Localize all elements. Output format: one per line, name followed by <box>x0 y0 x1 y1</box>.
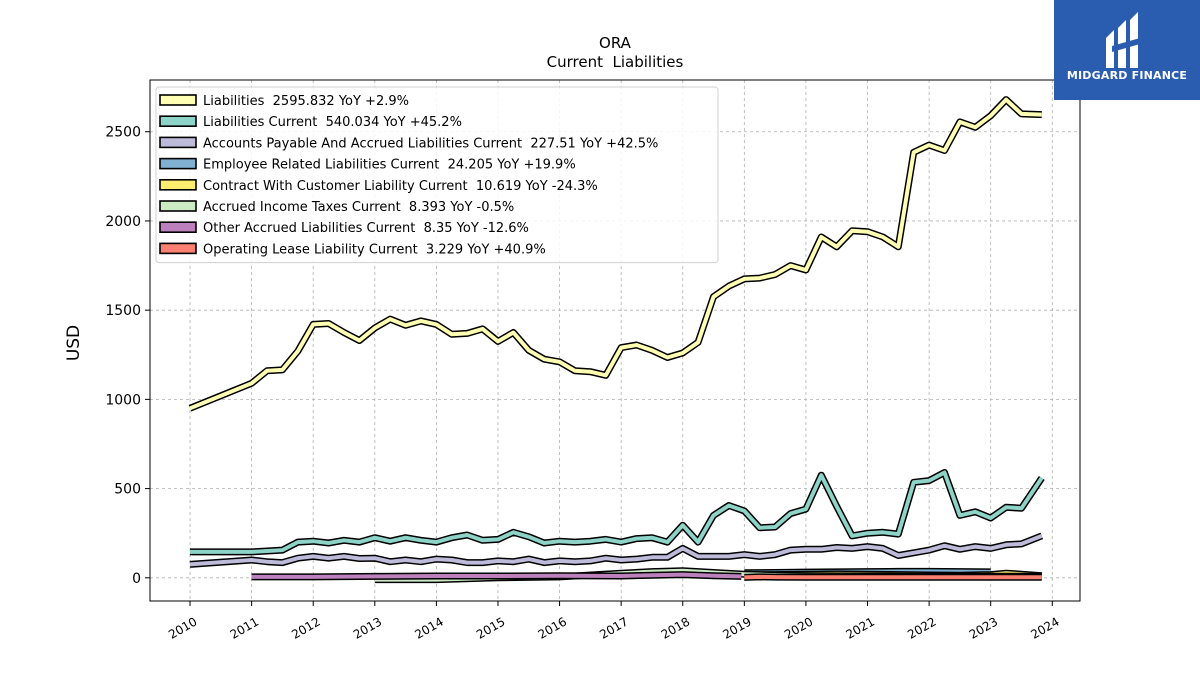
legend-swatch <box>159 221 197 233</box>
logo-text: MIDGARD FINANCE <box>1066 69 1188 82</box>
x-tick-label: 2012 <box>289 614 322 641</box>
x-tick-label: 2010 <box>166 614 199 641</box>
legend-swatch <box>159 242 197 255</box>
legend-entry: Accrued Income Taxes Current 8.393 YoY -… <box>203 200 514 215</box>
x-tick-label: 2015 <box>474 614 507 641</box>
y-axis: 0 500 1000 1500 2000 2500 <box>105 125 150 587</box>
y-tick-label: 500 <box>114 482 141 498</box>
x-tick-label: 2016 <box>536 614 569 641</box>
series-line <box>190 470 1044 554</box>
legend-swatch <box>159 157 197 170</box>
plot-frame <box>149 79 1081 602</box>
x-tick-label: 2018 <box>659 614 692 641</box>
x-tick-label: 2023 <box>967 614 1000 641</box>
legend-box <box>155 86 719 264</box>
series-line <box>744 574 1042 580</box>
x-tick-label: 2017 <box>597 614 630 641</box>
legend-entry: Contract With Customer Liability Current… <box>203 179 598 194</box>
x-tick-label: 2014 <box>412 614 445 641</box>
y-tick-label: 0 <box>132 571 141 587</box>
legend-entry: Liabilities 2595.832 YoY +2.9% <box>203 94 409 109</box>
y-axis-label: USD <box>64 325 84 361</box>
series-line <box>189 534 1043 567</box>
legend-entry: Other Accrued Liabilities Current 8.35 Y… <box>203 221 529 236</box>
x-tick-label: 2021 <box>844 614 877 641</box>
legend-entry: Liabilities Current 540.034 YoY +45.2% <box>203 115 462 130</box>
legend-swatch <box>159 179 197 191</box>
midgard-finance-logo: MIDGARD FINANCE <box>1054 0 1200 100</box>
chart-title: ORA <box>599 34 632 52</box>
series-line <box>251 572 742 579</box>
x-tick-label: 2019 <box>720 614 753 641</box>
y-tick-label: 2500 <box>105 125 141 141</box>
logo-mark-icon <box>1106 12 1140 68</box>
legend-entry: Accounts Payable And Accrued Liabilities… <box>203 136 658 151</box>
y-tick-label: 1500 <box>105 303 141 319</box>
series-line <box>189 97 1042 411</box>
legend: Liabilities 2595.832 YoY +2.9% Liabilitie… <box>155 86 719 264</box>
legend-swatch <box>159 115 197 127</box>
chart-subtitle: Current Liabilities <box>547 53 684 71</box>
x-tick-label: 2022 <box>905 614 938 641</box>
legend-entry: Operating Lease Liability Current 3.229 … <box>203 242 546 257</box>
y-tick-label: 1000 <box>105 392 141 408</box>
legend-swatch <box>159 136 197 149</box>
x-tick-label: 2024 <box>1028 614 1061 641</box>
legend-swatch <box>159 200 197 212</box>
legend-entry: Employee Related Liabilities Current 24.… <box>203 158 576 173</box>
x-axis: 2010 2011 2012 2013 2014 2015 2016 2017 2018 2019… <box>166 601 1062 642</box>
y-tick-label: 2000 <box>105 214 141 230</box>
legend-swatch <box>159 94 197 106</box>
x-tick-label: 2020 <box>782 614 815 641</box>
series-layer <box>188 96 1045 584</box>
x-tick-label: 2013 <box>351 614 384 641</box>
x-tick-label: 2011 <box>228 614 261 641</box>
